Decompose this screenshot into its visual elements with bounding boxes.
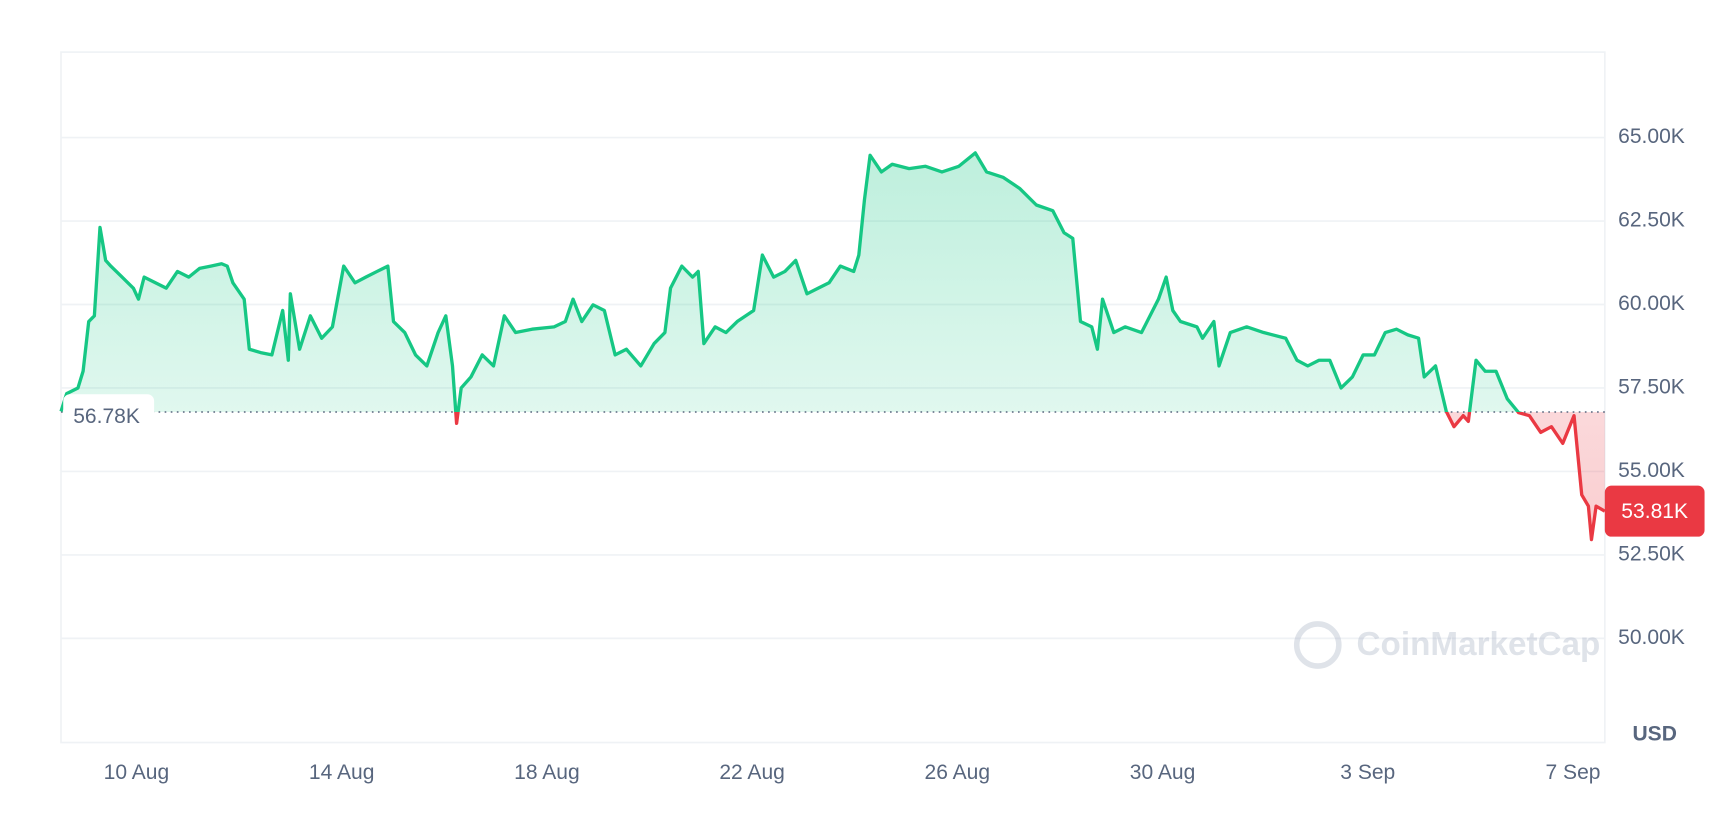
area: [61, 152, 1605, 540]
x-tick-label: 14 Aug: [309, 761, 375, 784]
x-tick-label: 30 Aug: [1130, 761, 1196, 784]
plot-frame: [60, 51, 1606, 744]
area-up: [61, 152, 1605, 412]
x-tick-label: 7 Sep: [1545, 761, 1600, 784]
y-tick-label: 65.00K: [1618, 125, 1685, 148]
labels: 50.00K 52.50K 55.00K 57.50K 60.00K 62.50K 65.0…: [63, 125, 1705, 784]
lines: [59, 151, 1606, 542]
price-line-up: [59, 151, 1523, 412]
y-tick-label: 62.50K: [1618, 209, 1685, 232]
y-tick-label: 52.50K: [1618, 542, 1685, 565]
y-tick-label: 55.00K: [1618, 459, 1685, 482]
x-tick-label: 26 Aug: [925, 761, 991, 784]
x-tick-label: 3 Sep: [1340, 761, 1395, 784]
x-tick-label: 10 Aug: [104, 761, 170, 784]
x-tick-label: 18 Aug: [514, 761, 580, 784]
watermark-logo: [1293, 621, 1342, 669]
watermark-text: CoinMarketCap: [1357, 626, 1601, 663]
y-tick-label: 57.50K: [1618, 376, 1685, 399]
baseline-label: 56.78K: [73, 405, 140, 428]
last-price-tag: [1604, 485, 1705, 537]
baseline-label-box: [63, 394, 155, 430]
x-tick-label: 22 Aug: [719, 761, 785, 784]
y-tick-label: 60.00K: [1618, 292, 1685, 315]
y-unit: USD: [1632, 722, 1676, 745]
y-tick-label: 50.00K: [1618, 626, 1685, 649]
last-price-label: 53.81K: [1621, 500, 1688, 523]
watermark: CoinMarketCap: [1293, 621, 1601, 669]
